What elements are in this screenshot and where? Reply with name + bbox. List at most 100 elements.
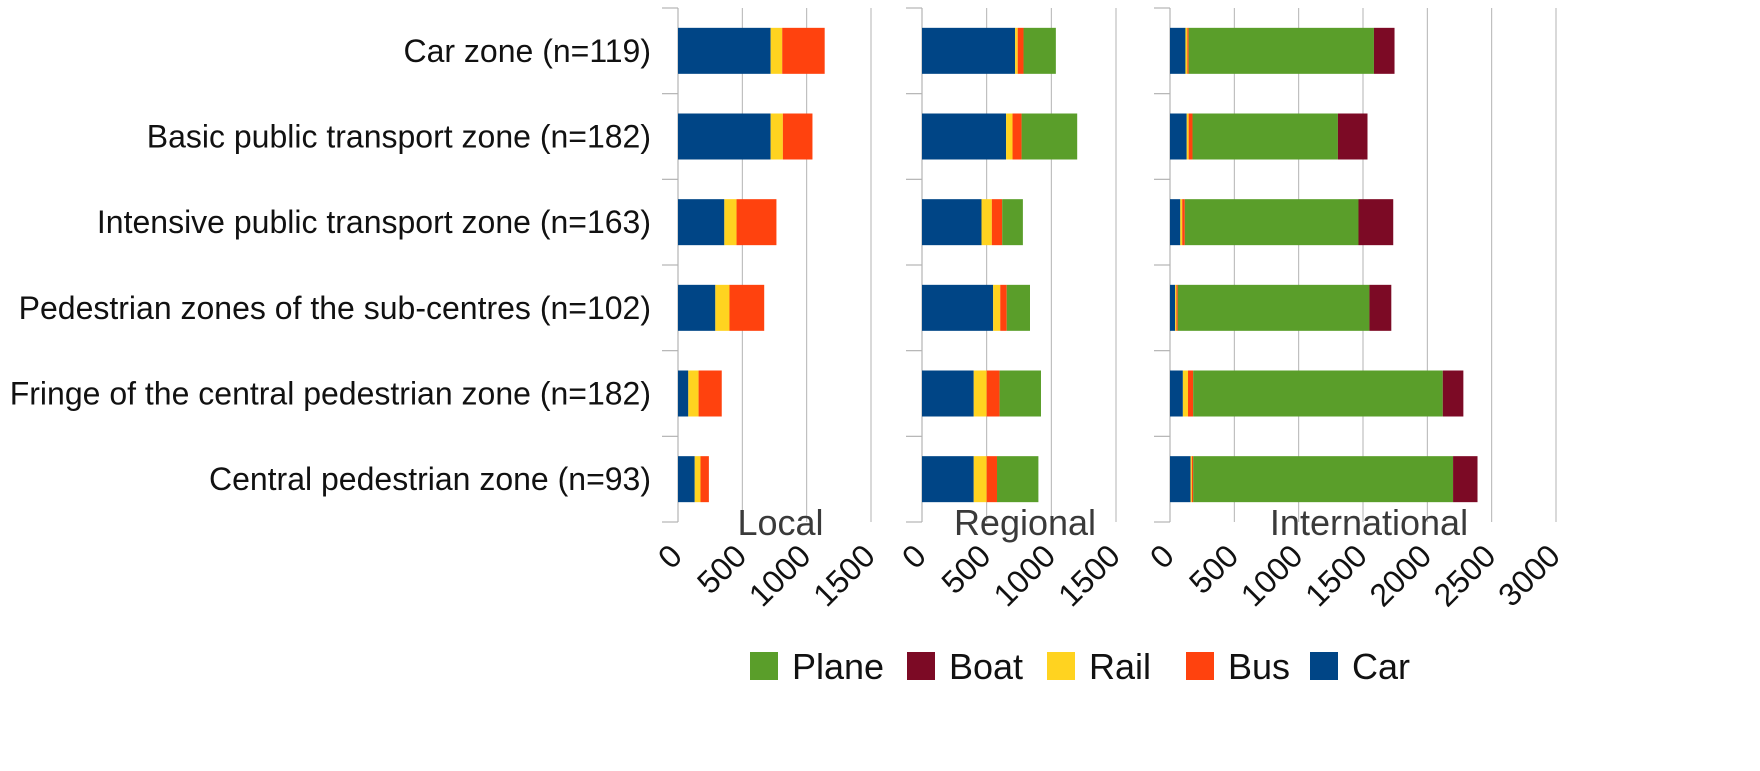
legend-label-plane: Plane xyxy=(792,646,884,687)
bar-international-rail-0 xyxy=(1185,27,1188,74)
panel-title-1: Regional xyxy=(954,502,1096,543)
bar-international-bus-2 xyxy=(1182,199,1185,246)
bar-local-bus-1 xyxy=(782,113,813,160)
bar-local-bus-0 xyxy=(782,27,825,74)
bar-local-bus-4 xyxy=(698,370,722,417)
category-label-2: Intensive public transport zone (n=163) xyxy=(97,204,651,240)
category-label-0: Car zone (n=119) xyxy=(403,33,651,69)
bar-international-bus-4 xyxy=(1188,370,1194,417)
x-tick-label-2-2: 1000 xyxy=(1234,537,1310,613)
bar-local-rail-3 xyxy=(715,284,730,331)
bar-international-car-4 xyxy=(1170,370,1183,417)
bar-international-car-1 xyxy=(1170,113,1187,160)
bar-international-bus-1 xyxy=(1188,113,1193,160)
bar-international-boat-4 xyxy=(1442,370,1464,417)
bar-international-bus-3 xyxy=(1176,284,1178,331)
legend-label-boat: Boat xyxy=(949,646,1023,687)
legend-swatch-car xyxy=(1310,652,1338,680)
bar-international-bus-5 xyxy=(1191,456,1194,503)
bar-regional-bus-5 xyxy=(986,456,998,503)
legend-swatch-boat xyxy=(907,652,935,680)
bar-local-car-5 xyxy=(678,456,695,503)
legend-swatch-bus xyxy=(1186,652,1214,680)
legend-label-rail: Rail xyxy=(1089,646,1151,687)
bar-local-car-1 xyxy=(678,113,771,160)
category-label-1: Basic public transport zone (n=182) xyxy=(147,119,651,155)
bar-regional-plane-5 xyxy=(997,456,1039,503)
bar-regional-bus-1 xyxy=(1012,113,1022,160)
bar-international-plane-4 xyxy=(1193,370,1443,417)
bar-regional-car-5 xyxy=(922,456,974,503)
bar-regional-plane-0 xyxy=(1023,27,1056,74)
bar-regional-plane-4 xyxy=(999,370,1041,417)
bar-regional-plane-3 xyxy=(1006,284,1030,331)
x-tick-label-2-0: 0 xyxy=(1143,537,1181,575)
bar-international-boat-2 xyxy=(1358,199,1394,246)
category-label-4: Fringe of the central pedestrian zone (n… xyxy=(10,376,651,412)
bar-international-plane-3 xyxy=(1177,284,1370,331)
bar-local-bus-3 xyxy=(729,284,765,331)
bar-international-car-2 xyxy=(1170,199,1181,246)
bar-regional-plane-2 xyxy=(1002,199,1023,246)
bar-local-car-2 xyxy=(678,199,725,246)
bar-international-plane-1 xyxy=(1192,113,1338,160)
x-tick-label-0-3: 1500 xyxy=(806,537,882,613)
bar-international-boat-0 xyxy=(1373,27,1395,74)
bar-regional-bus-3 xyxy=(1000,284,1007,331)
bar-local-bus-2 xyxy=(736,199,777,246)
x-tick-label-1-0: 0 xyxy=(895,537,933,575)
bar-regional-bus-0 xyxy=(1017,27,1024,74)
x-tick-label-1-2: 1000 xyxy=(986,537,1062,613)
legend-label-bus: Bus xyxy=(1228,646,1290,687)
bar-local-car-0 xyxy=(678,27,771,74)
bar-international-car-3 xyxy=(1170,284,1176,331)
x-tick-label-0-1: 500 xyxy=(690,537,753,600)
panel-title-0: Local xyxy=(737,502,823,543)
bar-international-car-5 xyxy=(1170,456,1191,503)
bar-international-rail-5 xyxy=(1190,456,1192,503)
bar-local-car-4 xyxy=(678,370,689,417)
x-tick-label-0-0: 0 xyxy=(651,537,689,575)
x-tick-label-2-1: 500 xyxy=(1182,537,1245,600)
bar-local-rail-0 xyxy=(770,27,783,74)
bar-international-car-0 xyxy=(1170,27,1186,74)
bar-international-rail-3 xyxy=(1175,284,1177,331)
bar-local-rail-2 xyxy=(724,199,737,246)
bar-local-bus-5 xyxy=(700,456,709,503)
panel-title-2: International xyxy=(1270,502,1468,543)
bar-international-rail-1 xyxy=(1186,113,1189,160)
bar-regional-rail-3 xyxy=(993,284,1001,331)
legend-swatch-plane xyxy=(750,652,778,680)
bar-local-car-3 xyxy=(678,284,716,331)
bar-local-rail-4 xyxy=(688,370,699,417)
bar-regional-car-0 xyxy=(922,27,1016,74)
bar-international-plane-5 xyxy=(1193,456,1454,503)
bar-international-plane-0 xyxy=(1188,27,1374,74)
x-tick-label-2-3: 1500 xyxy=(1298,537,1374,613)
bar-regional-rail-5 xyxy=(973,456,987,503)
x-tick-label-1-1: 500 xyxy=(934,537,997,600)
x-tick-label-0-2: 1000 xyxy=(742,537,818,613)
bar-regional-car-3 xyxy=(922,284,994,331)
bar-international-bus-0 xyxy=(1187,27,1189,74)
bar-regional-car-1 xyxy=(922,113,1007,160)
bar-regional-bus-4 xyxy=(986,370,1000,417)
bar-international-boat-3 xyxy=(1369,284,1392,331)
bar-regional-rail-1 xyxy=(1006,113,1013,160)
bar-regional-rail-2 xyxy=(981,199,992,246)
bar-international-boat-1 xyxy=(1337,113,1368,160)
category-label-5: Central pedestrian zone (n=93) xyxy=(209,461,651,497)
legend-swatch-rail xyxy=(1047,652,1075,680)
x-tick-label-2-4: 2000 xyxy=(1362,537,1438,613)
bar-international-boat-5 xyxy=(1453,456,1478,503)
bar-international-plane-2 xyxy=(1184,199,1359,246)
x-tick-label-2-5: 2500 xyxy=(1427,537,1503,613)
bar-regional-car-4 xyxy=(922,370,974,417)
bar-regional-plane-1 xyxy=(1021,113,1078,160)
bar-regional-rail-4 xyxy=(973,370,987,417)
bar-international-rail-2 xyxy=(1180,199,1183,246)
bar-local-rail-1 xyxy=(770,113,783,160)
bar-regional-bus-2 xyxy=(991,199,1003,246)
